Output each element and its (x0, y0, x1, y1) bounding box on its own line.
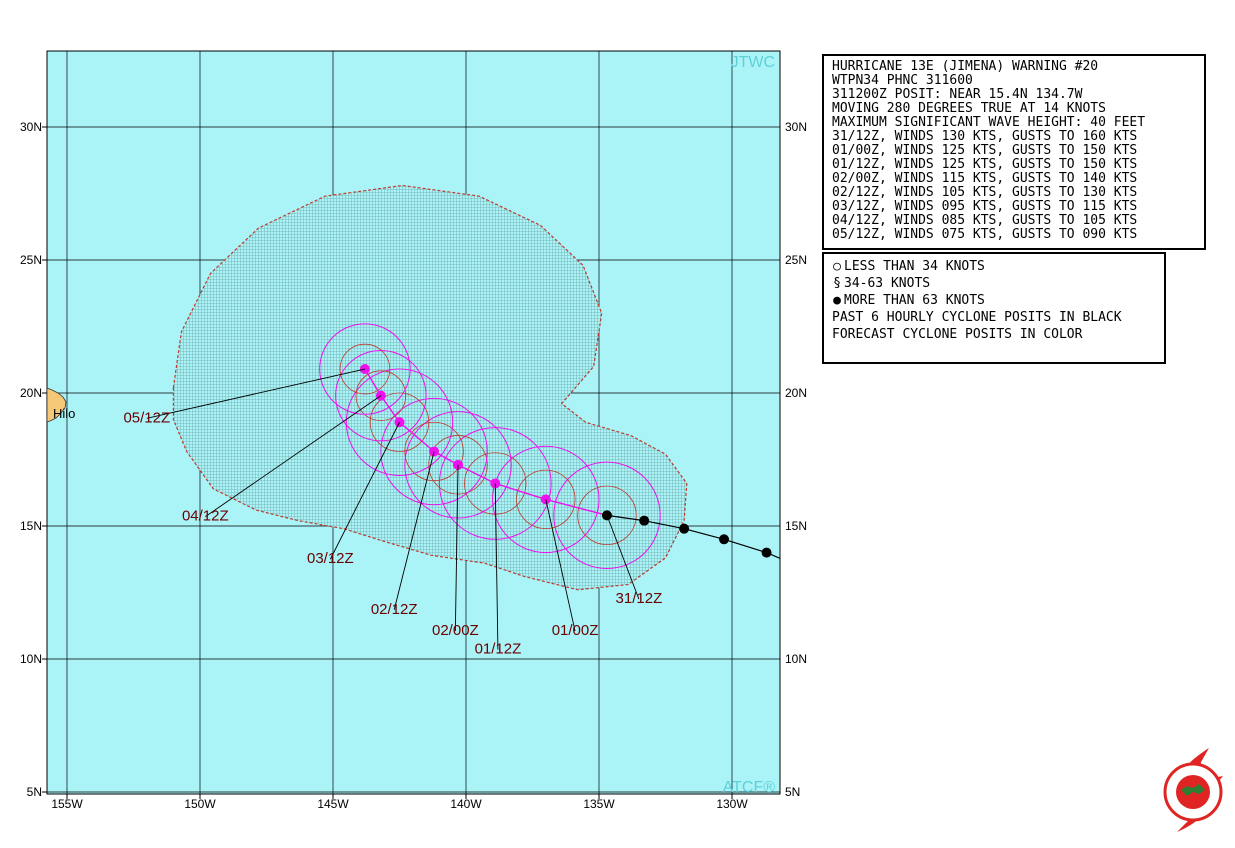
forecast-time-label: 31/12Z (616, 590, 663, 607)
lat-tick-label-right: 20N (785, 386, 807, 400)
past-position-marker (639, 515, 650, 526)
forecast-time-label: 02/00Z (432, 622, 479, 639)
warning-line: 31/12Z, WINDS 130 KTS, GUSTS TO 160 KTS (832, 129, 1138, 144)
lat-tick-label-right: 15N (785, 519, 807, 533)
lat-tick-label-right: 25N (785, 253, 807, 267)
label-leader-lines (146, 368, 640, 650)
wind-radius-50kt (516, 469, 576, 530)
warning-line: 01/12Z, WINDS 125 KTS, GUSTS TO 150 KTS (832, 157, 1138, 172)
warning-line: 02/12Z, WINDS 105 KTS, GUSTS TO 130 KTS (832, 185, 1138, 200)
legend-row-more-63: ● MORE THAN 63 KNOTS (833, 293, 985, 308)
hilo-label: Hilo (53, 406, 75, 421)
lon-tick-label: 135W (583, 797, 615, 811)
lat-tick-label-left: 15N (20, 519, 42, 533)
warning-line: 04/12Z, WINDS 085 KTS, GUSTS TO 105 KTS (832, 213, 1138, 228)
warning-line: 01/00Z, WINDS 125 KTS, GUSTS TO 150 KTS (832, 143, 1138, 158)
lat-tick-label-left: 20N (20, 386, 42, 400)
wind-radius-34kt (492, 445, 600, 554)
warning-line: MOVING 280 DEGREES TRUE AT 14 KNOTS (832, 101, 1106, 116)
atcf-watermark: ATCF® (723, 779, 776, 796)
wind-radius-34kt (380, 397, 488, 506)
label-leader-line (329, 422, 400, 560)
lon-tick-label: 145W (317, 797, 349, 811)
warning-line: 05/12Z, WINDS 075 KTS, GUSTS TO 090 KTS (832, 227, 1138, 242)
jtwc-seal-logo (1163, 748, 1223, 832)
past-position-marker (719, 534, 730, 545)
warning-line: WTPN34 PHNC 311600 (832, 73, 973, 88)
lat-tick-label-left: 25N (20, 253, 42, 267)
label-leader-line (494, 483, 499, 650)
forecast-time-label: 01/12Z (475, 641, 522, 658)
forecast-time-label: 05/12Z (123, 409, 170, 426)
wind-radius-50kt (369, 392, 430, 452)
forecast-time-label: 04/12Z (182, 508, 229, 525)
lat-tick-label-left: 10N (20, 652, 42, 666)
past-position-marker (679, 523, 690, 534)
past-position-marker (761, 547, 772, 558)
warning-line: MAXIMUM SIGNIFICANT WAVE HEIGHT: 40 FEET (832, 115, 1146, 130)
wind-radius-50kt (464, 452, 527, 515)
legend-row-34-63: § 34-63 KNOTS (833, 276, 931, 291)
lon-tick-label: 155W (51, 797, 83, 811)
forecast-time-label: 01/00Z (552, 622, 599, 639)
lat-tick-label-left: 5N (27, 785, 42, 799)
label-leader-line (393, 451, 435, 610)
wind-radius-50kt (577, 485, 637, 546)
legend-row-less-34: ○ LESS THAN 34 KNOTS (833, 259, 985, 274)
wind-radius-50kt (404, 421, 464, 482)
lat-tick-label-right: 10N (785, 652, 807, 666)
label-leader-line (146, 368, 366, 419)
forecast-time-label: 02/12Z (371, 601, 418, 618)
hawaii-island-land (47, 387, 67, 423)
warning-line: 311200Z POSIT: NEAR 15.4N 134.7W (832, 87, 1083, 102)
lon-tick-label: 130W (716, 797, 748, 811)
tropical-storm-icon: § (833, 276, 841, 291)
wind-radius-50kt (428, 435, 488, 495)
legend-past-note: PAST 6 HOURLY CYCLONE POSITS IN BLACK (832, 310, 1122, 325)
wind-radii-layer (319, 323, 661, 570)
forecast-track-line (364, 368, 608, 517)
wind-radius-34kt (404, 411, 512, 519)
position-markers (359, 364, 772, 558)
hurricane-icon: ● (833, 293, 841, 308)
lat-tick-label-right: 5N (785, 785, 800, 799)
legend-forecast-note: FORECAST CYCLONE POSITS IN COLOR (832, 327, 1083, 342)
wind-radius-34kt (345, 368, 454, 476)
open-circle-icon: ○ (833, 259, 841, 274)
forecast-time-labels: 31/12Z 01/00Z 01/12Z 02/00Z 02/12Z 03/12Z 04/1… (123, 409, 662, 657)
lat-tick-label-left: 30N (20, 120, 42, 134)
forecast-time-label: 03/12Z (307, 550, 354, 567)
wind-radius-50kt (339, 343, 391, 395)
wind-radius-34kt (553, 461, 661, 570)
label-leader-line (606, 515, 640, 600)
wind-radius-34kt (438, 427, 552, 540)
axis-tick-labels: 30N 30N 25N 25N 20N 20N 15N 15N 10N 10N 5N 5N 155W 15… (20, 120, 807, 811)
jtwc-watermark: JTWC (731, 54, 775, 71)
label-leader-line (205, 395, 382, 518)
lon-tick-label: 140W (450, 797, 482, 811)
legend-box: ○ LESS THAN 34 KNOTS § 34-63 KNOTS ● MORE T… (822, 252, 1166, 364)
warning-line: HURRICANE 13E (JIMENA) WARNING #20 (832, 59, 1099, 74)
label-leader-line (454, 464, 459, 632)
danger-swath-area (172, 184, 688, 591)
warning-info-box: HURRICANE 13E (JIMENA) WARNING #20 WTPN34… (822, 54, 1206, 250)
warning-line: 02/00Z, WINDS 115 KTS, GUSTS TO 140 KTS (832, 171, 1138, 186)
lon-tick-label: 150W (184, 797, 216, 811)
warning-line: 03/12Z, WINDS 095 KTS, GUSTS TO 115 KTS (832, 199, 1138, 214)
wind-radius-50kt (355, 370, 407, 421)
lat-tick-label-right: 30N (785, 120, 807, 134)
label-leader-line (545, 499, 576, 632)
wind-radius-34kt (319, 323, 411, 415)
